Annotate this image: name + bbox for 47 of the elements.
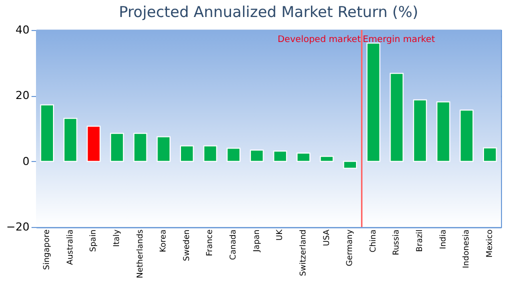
y-tick-label: 0 (22, 154, 30, 168)
bar (226, 148, 240, 162)
bar (390, 72, 404, 162)
x-tick-label: Canada (228, 229, 238, 260)
x-tick-label: Japan (252, 230, 261, 253)
x-tick-label: Korea (158, 229, 168, 252)
annotation: Emergin market (362, 35, 436, 45)
bar (203, 145, 218, 162)
y-tick-label: 20 (16, 89, 30, 102)
bar (250, 150, 264, 162)
bar (483, 147, 497, 162)
x-tick-label: Switzerland (298, 230, 308, 276)
bar (110, 132, 124, 162)
bar (86, 126, 101, 162)
chart-title: Projected Annualized Market Return (%) (118, 3, 418, 21)
x-tick-label: Spain (88, 230, 98, 252)
x-tick-label: China (368, 229, 378, 252)
bar (156, 136, 171, 162)
x-tick-label: Mexico (484, 229, 494, 258)
x-tick-label: UK (275, 228, 284, 241)
x-tick-label: Indonesia (462, 229, 471, 268)
x-tick-label: Sweden (182, 230, 191, 262)
bar (366, 42, 380, 162)
bar (273, 150, 288, 162)
x-tick-label: France (205, 229, 214, 256)
bar (413, 99, 427, 162)
x-tick-label: Singapore (42, 229, 52, 270)
x-tick-label: India (438, 229, 448, 250)
x-tick-label: Australia (65, 229, 74, 265)
bar (343, 160, 357, 169)
bar (296, 152, 310, 162)
bar (133, 132, 148, 162)
bar (460, 110, 474, 162)
bar (40, 104, 54, 162)
y-tick-label: 40 (16, 24, 30, 36)
bar (320, 156, 334, 162)
annotation: Developed market (278, 35, 362, 45)
x-tick-label: Germany (345, 229, 354, 266)
y-tick-label: −20 (6, 220, 30, 234)
x-tick-label: Brazil (415, 230, 424, 252)
x-tick-label: USA (322, 228, 331, 246)
bar (63, 118, 78, 162)
bar (436, 101, 450, 162)
bar (180, 145, 194, 162)
x-tick-label: Italy (112, 229, 121, 247)
x-tick-label: Russia (392, 229, 401, 256)
x-tick-label: Netherlands (135, 230, 144, 278)
